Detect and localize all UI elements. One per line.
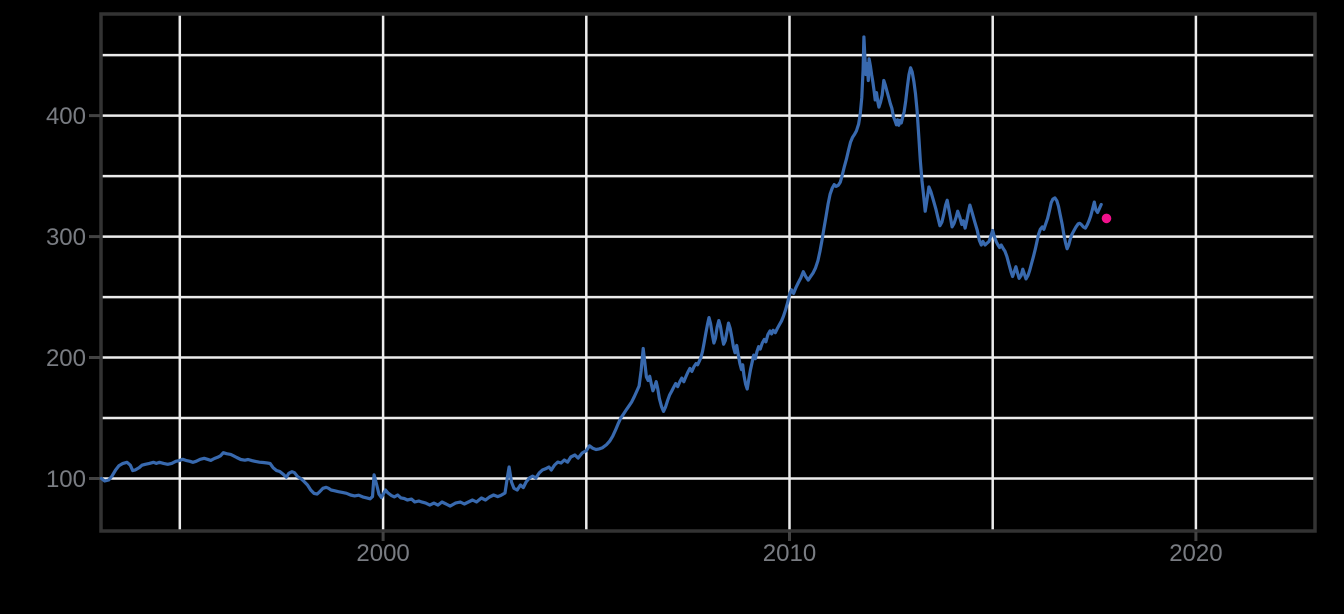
index-line — [99, 35, 1103, 508]
y-tick-label: 400 — [46, 103, 86, 130]
latest-value-dot — [1101, 213, 1112, 224]
plot-border — [99, 12, 1317, 533]
y-tick-label: 200 — [46, 345, 86, 372]
x-tick-label: 2010 — [763, 540, 816, 567]
y-tick-label: 300 — [46, 224, 86, 251]
x-tick-label: 2020 — [1169, 540, 1222, 567]
y-tick-label: 100 — [46, 466, 86, 493]
x-tick-label: 2000 — [356, 540, 409, 567]
